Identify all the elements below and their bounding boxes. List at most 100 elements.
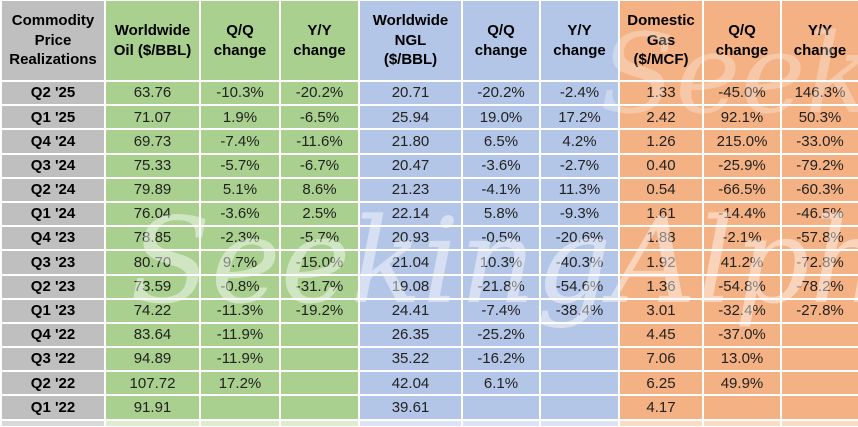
table-cell-ngl-qq: -20.2% (463, 82, 539, 105)
column-header-worldwide-oil: Worldwide Oil ($/BBL) (106, 1, 199, 80)
table-cell-oil-qq: -7.4% (201, 130, 279, 153)
table-cell-ngl-yy: -38.4% (541, 299, 618, 322)
table-cell-ngl-yy: 4.2% (541, 130, 618, 153)
column-header-oil-yy-change: Y/Y change (281, 1, 358, 80)
table-cell-gas-yy (782, 396, 858, 419)
table-cell-ngl-price: 24.41 (360, 299, 461, 322)
table-cell-oil-qq: -11.9% (201, 348, 279, 371)
table-cell-ngl-yy: -9.3% (541, 202, 618, 226)
table-cell-gas-price: 1.61 (620, 202, 702, 226)
table-cell-ngl-qq: 6.1% (463, 372, 539, 395)
table-cell-oil-price: 78.85 (106, 227, 199, 250)
table-cell-gas-qq: -32.4% (704, 299, 780, 322)
table-cell-gas-yy (782, 372, 858, 395)
table-cell-ngl-yy: -2.4% (541, 82, 618, 105)
table-corner-header: Commodity Price Realizations (2, 1, 104, 80)
table-cell-gas-price: 3.01 (620, 299, 702, 322)
column-header-gas-yy-change: Y/Y change (782, 1, 858, 80)
table-cell-gas-qq: 215.0% (704, 130, 780, 153)
table-cell-ngl-yy (541, 396, 618, 419)
row-label-quarter: Q3 '23 (2, 251, 104, 274)
partial-row-cell (620, 420, 702, 426)
row-label-quarter: Q2 '24 (2, 178, 104, 201)
table-cell-ngl-price: 39.61 (360, 396, 461, 419)
partial-row-cell (541, 420, 618, 426)
table-cell-oil-yy: 8.6% (281, 178, 358, 201)
table-cell-oil-price: 69.73 (106, 130, 199, 153)
table-cell-gas-yy: -78.2% (782, 275, 858, 298)
partial-row-cell (704, 420, 780, 426)
table-cell-ngl-qq: -21.8% (463, 275, 539, 298)
partial-row-cell (106, 420, 199, 426)
table-cell-ngl-price: 20.93 (360, 227, 461, 250)
table-cell-ngl-price: 26.35 (360, 323, 461, 347)
table-cell-gas-price: 1.36 (620, 275, 702, 298)
table-cell-gas-qq: -54.8% (704, 275, 780, 298)
table-cell-oil-qq: -0.8% (201, 275, 279, 298)
table-cell-oil-qq: -10.3% (201, 82, 279, 105)
table-cell-ngl-price: 21.80 (360, 130, 461, 153)
table-cell-gas-qq: -14.4% (704, 202, 780, 226)
table-cell-oil-price: 74.22 (106, 299, 199, 322)
table-cell-oil-yy: -20.2% (281, 82, 358, 105)
table-cell-oil-price: 75.33 (106, 154, 199, 177)
table-cell-oil-price: 91.91 (106, 396, 199, 419)
table-cell-oil-qq: -3.6% (201, 202, 279, 226)
row-label-quarter: Q4 '22 (2, 323, 104, 347)
table-cell-ngl-qq: -25.2% (463, 323, 539, 347)
table-cell-oil-qq: 5.1% (201, 178, 279, 201)
table-cell-oil-qq: 1.9% (201, 106, 279, 129)
row-label-quarter: Q3 '24 (2, 154, 104, 177)
table-cell-oil-price: 80.70 (106, 251, 199, 274)
table-cell-ngl-qq: -0.5% (463, 227, 539, 250)
table-cell-ngl-price: 20.71 (360, 82, 461, 105)
table-cell-gas-price: 2.42 (620, 106, 702, 129)
table-cell-gas-yy (782, 323, 858, 347)
table-cell-ngl-qq: -16.2% (463, 348, 539, 371)
row-label-quarter: Q2 '25 (2, 82, 104, 105)
table-cell-oil-yy: -6.7% (281, 154, 358, 177)
table-cell-ngl-qq (463, 396, 539, 419)
column-header-oil-qq-change: Q/Q change (201, 1, 279, 80)
table-cell-ngl-qq: 19.0% (463, 106, 539, 129)
table-cell-ngl-yy: -54.6% (541, 275, 618, 298)
table-cell-oil-yy: 2.5% (281, 202, 358, 226)
table-cell-oil-qq: -2.3% (201, 227, 279, 250)
table-cell-ngl-qq: -3.6% (463, 154, 539, 177)
table-cell-oil-yy (281, 323, 358, 347)
table-cell-gas-qq (704, 396, 780, 419)
table-cell-gas-price: 6.25 (620, 372, 702, 395)
table-cell-gas-qq: 13.0% (704, 348, 780, 371)
table-cell-ngl-price: 20.47 (360, 154, 461, 177)
column-header-worldwide-ngl: Worldwide NGL ($/BBL) (360, 1, 461, 80)
table-cell-gas-price: 1.92 (620, 251, 702, 274)
table-cell-gas-price: 1.26 (620, 130, 702, 153)
partial-row-cell (463, 420, 539, 426)
table-cell-oil-yy: -6.5% (281, 106, 358, 129)
table-cell-gas-yy: -27.8% (782, 299, 858, 322)
table-cell-ngl-price: 42.04 (360, 372, 461, 395)
table-cell-gas-qq: -37.0% (704, 323, 780, 347)
table-cell-oil-qq: -11.3% (201, 299, 279, 322)
table-cell-gas-price: 7.06 (620, 348, 702, 371)
table-cell-gas-qq: -66.5% (704, 178, 780, 201)
table-cell-gas-price: 0.40 (620, 154, 702, 177)
row-label-quarter: Q4 '24 (2, 130, 104, 153)
table-cell-gas-yy: 146.3% (782, 82, 858, 105)
row-label-quarter: Q1 '23 (2, 299, 104, 322)
column-header-ngl-yy-change: Y/Y change (541, 1, 618, 80)
row-label-quarter: Q1 '24 (2, 202, 104, 226)
table-cell-oil-yy: -15.0% (281, 251, 358, 274)
table-cell-gas-yy: -72.8% (782, 251, 858, 274)
table-cell-gas-qq: -45.0% (704, 82, 780, 105)
column-header-gas-qq-change: Q/Q change (704, 1, 780, 80)
table-cell-gas-price: 1.88 (620, 227, 702, 250)
table-cell-oil-qq: 9.7% (201, 251, 279, 274)
table-cell-ngl-yy: -2.7% (541, 154, 618, 177)
table-cell-gas-yy: 50.3% (782, 106, 858, 129)
table-cell-ngl-yy: 11.3% (541, 178, 618, 201)
table-cell-ngl-price: 21.23 (360, 178, 461, 201)
table-cell-ngl-yy: -40.3% (541, 251, 618, 274)
